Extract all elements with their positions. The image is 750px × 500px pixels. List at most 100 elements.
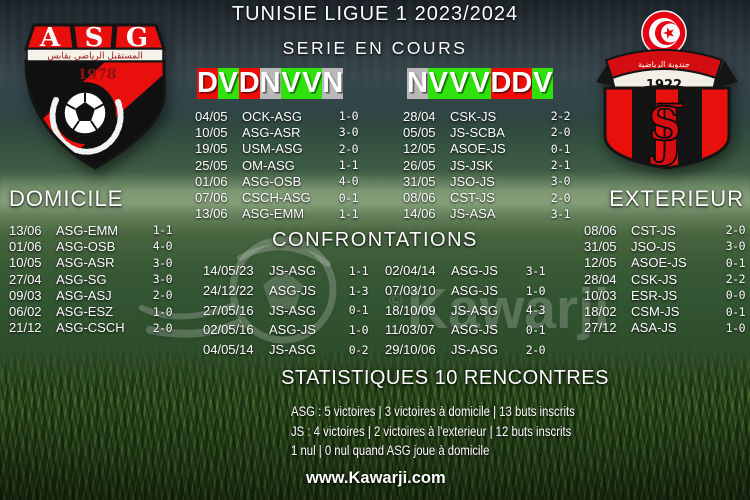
- match-date: 08/06: [403, 190, 436, 206]
- match-row: 08/06 CST-JS 2-0: [403, 189, 571, 206]
- match-date: 06/02: [9, 304, 42, 320]
- match-score: 0-2: [348, 342, 369, 357]
- match-date: 10/05: [195, 124, 228, 140]
- away-recent-results: 28/04 CSK-JS 2-2 05/05 JS-SCBA 2-0 12/05…: [403, 108, 571, 222]
- svg-text:S: S: [648, 97, 681, 151]
- match-teams: JS-ASG: [269, 263, 316, 279]
- crest-arabic-text: المستقبل الرياضي بقابس: [47, 52, 142, 62]
- match-teams: ASG-JS: [269, 283, 316, 299]
- match-teams: OM-ASG: [242, 157, 295, 173]
- match-date: 07/06: [195, 190, 228, 206]
- home-team-logo: A S G المستقبل الرياضي بقابس 1978: [24, 23, 166, 170]
- tunisia-emblem-icon: [641, 10, 687, 56]
- form-result-badge: N: [322, 67, 344, 99]
- series-heading: SERIE EN COURS: [282, 38, 468, 58]
- form-result-badge: V: [427, 67, 449, 99]
- match-row: 12/05 ASOE-JS 0-1: [403, 141, 571, 157]
- match-score: 0-1: [348, 303, 369, 318]
- match-teams: ASG-EMM: [56, 222, 119, 238]
- domicile-heading: DOMICILE: [9, 186, 124, 211]
- confrontations-right: 02/04/14 ASG-JS 3-1 07/03/10 ASG-JS 1-0 …: [385, 261, 546, 359]
- match-date: 26/05: [403, 157, 436, 173]
- away-team-logo: جندوبة الرياضية 1922 J S: [596, 10, 738, 170]
- match-score: 1-1: [338, 158, 359, 173]
- match-score: 1-1: [152, 223, 173, 238]
- match-teams: ASG-ASR: [242, 124, 301, 140]
- match-teams: JSO-JS: [631, 238, 676, 254]
- home-recent-results: 04/05 OCK-ASG 1-0 10/05 ASG-ASR 3-0 19/0…: [195, 108, 359, 222]
- match-row: 04/05 OCK-ASG 1-0: [195, 108, 359, 124]
- match-score: 2-0: [550, 125, 571, 140]
- stats-line: 1 nul | 0 nul quand ASG joue à domicile: [291, 443, 490, 459]
- match-teams: ASG-EMM: [242, 206, 305, 222]
- stats-line: ASG : 5 victoires | 3 victoires à domici…: [291, 404, 575, 419]
- match-row: 11/03/07 ASG-JS 0-1: [385, 320, 546, 340]
- form-result-badge: D: [490, 67, 512, 99]
- match-date: 04/05/14: [203, 342, 254, 358]
- match-teams: ASG-OSB: [56, 238, 116, 254]
- match-row: 27/05/16 JS-ASG 0-1: [203, 300, 369, 320]
- js-monogram: J S: [647, 89, 686, 168]
- crest-arabic-text: جندوبة الرياضية: [638, 60, 690, 69]
- match-score: 1-0: [338, 109, 359, 124]
- match-teams: JS-SCBA: [450, 124, 505, 140]
- laurel-wreath-icon: [49, 97, 124, 155]
- match-row: 18/10/09 JS-ASG 4-3: [385, 300, 546, 320]
- match-date: 24/12/22: [203, 283, 254, 299]
- match-date: 28/04: [584, 271, 617, 287]
- match-teams: ASG-JS: [451, 263, 498, 279]
- match-score: 4-0: [152, 239, 173, 254]
- match-score: 3-0: [152, 272, 173, 287]
- match-teams: JS-ASG: [451, 342, 498, 358]
- match-date: 31/05: [584, 238, 617, 254]
- match-row: 14/05/23 JS-ASG 1-1: [203, 261, 369, 281]
- match-score: 1-0: [348, 322, 369, 337]
- match-row: 10/05 ASG-ASR 3-0: [195, 124, 359, 140]
- match-date: 11/03/07: [385, 322, 435, 338]
- kawarji-watermark: © Kawarji: [139, 236, 610, 344]
- match-row: 24/12/22 ASG-JS 1-3: [203, 281, 369, 301]
- match-teams: ASG-JS: [451, 322, 498, 338]
- match-date: 31/05: [403, 173, 436, 189]
- match-score: 0-1: [725, 304, 746, 319]
- form-result-badge: V: [301, 67, 323, 99]
- match-score: 2-0: [525, 342, 546, 357]
- match-date: 18/02: [584, 304, 617, 320]
- match-score: 1-0: [152, 304, 173, 319]
- match-row: 27/12 ASA-JS 1-0: [584, 320, 746, 336]
- exterieur-results: 08/06 CST-JS 2-0 31/05 JSO-JS 3-0 12/05 …: [584, 222, 746, 336]
- match-row: 27/04 ASG-SG 3-0: [9, 271, 173, 287]
- match-score: 1-3: [348, 283, 369, 298]
- confrontations-heading: CONFRONTATIONS: [272, 229, 478, 251]
- match-row: 01/06 ASG-OSB 4-0: [195, 173, 359, 189]
- match-row: 10/05 ASG-ASR 3-0: [9, 255, 173, 271]
- match-score: 1-1: [338, 206, 359, 221]
- match-date: 19/05: [195, 141, 228, 157]
- match-score: 1-1: [348, 263, 369, 278]
- match-date: 27/04: [9, 271, 42, 287]
- match-row: 01/06 ASG-OSB 4-0: [9, 238, 173, 254]
- match-teams: ASOE-JS: [631, 255, 687, 271]
- match-row: 12/05 ASOE-JS 0-1: [584, 255, 746, 271]
- match-teams: ASG-ASR: [56, 255, 115, 271]
- match-date: 12/05: [584, 255, 617, 271]
- match-row: 08/06 CST-JS 2-0: [584, 222, 746, 238]
- match-date: 13/06: [9, 222, 42, 238]
- match-date: 14/05/23: [203, 263, 254, 279]
- form-result-badge: V: [280, 67, 302, 99]
- match-row: 13/06 ASG-EMM 1-1: [9, 222, 173, 238]
- match-row: 02/04/14 ASG-JS 3-1: [385, 261, 546, 281]
- watermark-ball-icon: [229, 236, 337, 344]
- crest-year: 1978: [78, 67, 117, 83]
- page-title: TUNISIE LIGUE 1 2023/2024: [231, 3, 519, 25]
- match-date: 18/10/09: [385, 302, 436, 318]
- match-teams: ASG-ASJ: [56, 287, 112, 303]
- match-score: 2-2: [550, 109, 571, 124]
- form-result-badge: N: [406, 67, 428, 99]
- match-teams: ASG-JS: [269, 322, 316, 338]
- match-row: 06/02 ASG-ESZ 1-0: [9, 303, 173, 320]
- form-result-badge: V: [217, 67, 239, 99]
- exterieur-heading: EXTERIEUR: [609, 186, 744, 211]
